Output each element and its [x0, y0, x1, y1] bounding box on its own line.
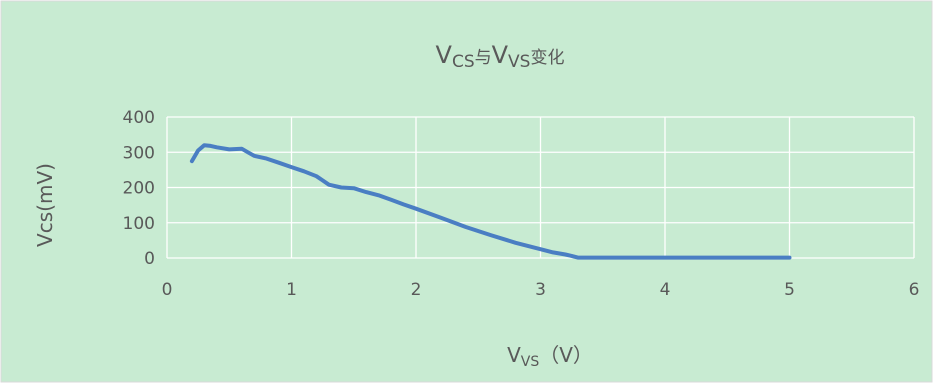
x-tick-label: 0 [162, 280, 173, 300]
x-tick-label: 5 [784, 280, 795, 300]
x-tick-label: 6 [909, 280, 920, 300]
x-tick-label: 1 [286, 280, 297, 300]
series-line [189, 143, 792, 260]
y-axis-label: Vcs(mV) [33, 163, 57, 247]
y-tick-label: 100 [123, 214, 155, 234]
x-axis-label: VVS（V） [507, 343, 593, 370]
x-tick-label: 3 [535, 280, 546, 300]
tick-labels: 0 100 200 300 400 0 1 2 3 4 5 6 [123, 108, 920, 300]
y-tick-label: 400 [123, 108, 155, 128]
y-tick-label: 0 [144, 249, 155, 269]
chart-title: VCS与VVS变化 [436, 41, 565, 72]
y-tick-label: 200 [123, 179, 155, 199]
y-tick-label: 300 [123, 143, 155, 163]
x-tick-label: 4 [660, 280, 671, 300]
x-tick-label: 2 [411, 280, 422, 300]
